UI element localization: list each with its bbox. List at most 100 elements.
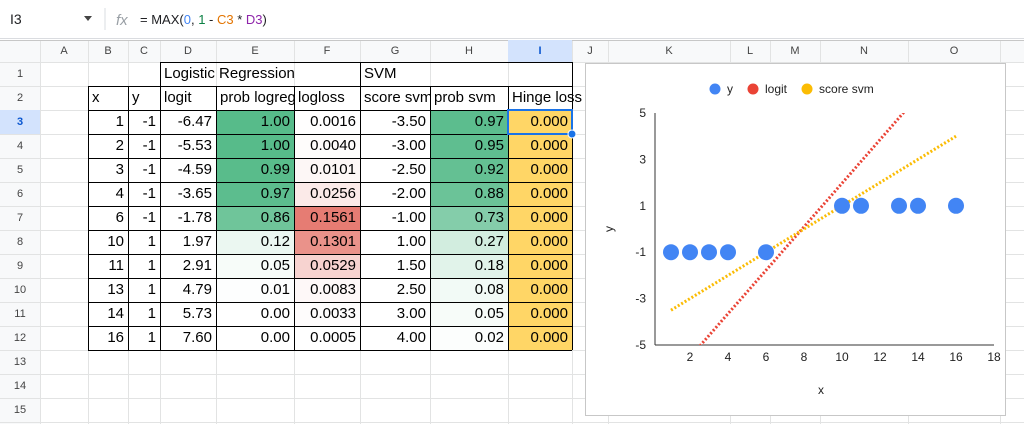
table-cell[interactable]: 0.1561 bbox=[294, 206, 360, 230]
table-cell[interactable]: -6.47 bbox=[177, 113, 212, 130]
column-title[interactable]: score svm bbox=[364, 89, 430, 106]
table-cell[interactable]: 0.000 bbox=[508, 134, 572, 158]
column-header[interactable]: O bbox=[949, 45, 959, 57]
table-cell[interactable]: 1 bbox=[147, 281, 156, 298]
column-header[interactable]: G bbox=[390, 45, 400, 57]
column-header[interactable]: D bbox=[184, 45, 192, 57]
table-cell[interactable]: 1.00 bbox=[396, 233, 426, 250]
column-header[interactable]: M bbox=[790, 45, 800, 57]
row-header[interactable]: 13 bbox=[13, 356, 27, 368]
table-cell[interactable]: -1 bbox=[142, 113, 156, 130]
column-header[interactable]: A bbox=[60, 45, 68, 57]
table-cell[interactable]: 0.00 bbox=[216, 326, 294, 350]
row-header[interactable]: 15 bbox=[13, 404, 27, 416]
table-cell[interactable]: 0.000 bbox=[508, 158, 572, 182]
table-cell[interactable]: 0.88 bbox=[430, 182, 508, 206]
table-cell[interactable]: 0.000 bbox=[508, 278, 572, 302]
column-title[interactable]: prob logreg bbox=[220, 89, 294, 106]
table-cell[interactable]: 0.000 bbox=[508, 230, 572, 254]
table-cell[interactable]: 0.18 bbox=[430, 254, 508, 278]
table-cell[interactable]: 1 bbox=[115, 113, 124, 130]
table-cell[interactable]: 0.86 bbox=[216, 206, 294, 230]
table-cell[interactable]: 1.00 bbox=[216, 110, 294, 134]
table-cell[interactable]: 0.92 bbox=[430, 158, 508, 182]
table-cell[interactable]: 0.01 bbox=[216, 278, 294, 302]
column-header[interactable]: N bbox=[860, 45, 868, 57]
table-cell[interactable]: 0.0101 bbox=[294, 158, 360, 182]
table-cell[interactable]: 4.79 bbox=[182, 281, 212, 298]
table-cell[interactable]: 0.02 bbox=[430, 326, 508, 350]
table-cell[interactable]: 0.73 bbox=[430, 206, 508, 230]
table-cell[interactable]: 1.97 bbox=[182, 233, 212, 250]
table-cell[interactable]: 0.000 bbox=[508, 302, 572, 326]
table-cell[interactable]: 1.50 bbox=[396, 257, 426, 274]
table-cell[interactable]: 0.97 bbox=[216, 182, 294, 206]
table-cell[interactable]: -2.50 bbox=[391, 161, 426, 178]
table-cell[interactable]: -1 bbox=[142, 161, 156, 178]
table-cell[interactable]: 1 bbox=[147, 329, 156, 346]
row-header[interactable]: 10 bbox=[13, 284, 27, 296]
table-cell[interactable]: 11 bbox=[108, 257, 124, 274]
table-cell[interactable]: 10 bbox=[107, 233, 124, 250]
table-cell[interactable]: 0.99 bbox=[216, 158, 294, 182]
table-cell[interactable]: 16 bbox=[107, 329, 124, 346]
row-header[interactable]: 3 bbox=[0, 110, 40, 134]
column-header[interactable]: J bbox=[587, 45, 593, 57]
table-cell[interactable]: 0.0005 bbox=[294, 326, 360, 350]
table-cell[interactable]: 13 bbox=[107, 281, 124, 298]
table-cell[interactable]: 0.0033 bbox=[294, 302, 360, 326]
table-cell[interactable]: 0.12 bbox=[216, 230, 294, 254]
table-cell[interactable]: 14 bbox=[107, 305, 124, 322]
group-header[interactable]: SVM bbox=[364, 65, 397, 82]
column-title[interactable]: prob svm bbox=[434, 89, 496, 106]
table-cell[interactable]: 1 bbox=[147, 233, 156, 250]
table-cell[interactable]: 0.1301 bbox=[294, 230, 360, 254]
column-header[interactable]: C bbox=[140, 45, 148, 57]
table-cell[interactable]: 0.05 bbox=[216, 254, 294, 278]
table-cell[interactable]: -2.00 bbox=[391, 185, 426, 202]
row-header[interactable]: 8 bbox=[16, 236, 24, 248]
row-header[interactable]: 11 bbox=[14, 308, 26, 320]
table-cell[interactable]: 0.0083 bbox=[294, 278, 360, 302]
table-cell[interactable]: 0.000 bbox=[508, 206, 572, 230]
table-cell[interactable]: -1 bbox=[142, 137, 156, 154]
table-cell[interactable]: 0.08 bbox=[430, 278, 508, 302]
table-cell[interactable]: 2.91 bbox=[182, 257, 212, 274]
column-title[interactable]: x bbox=[92, 89, 100, 106]
table-cell[interactable]: 2 bbox=[115, 137, 124, 154]
table-cell[interactable]: 0.000 bbox=[508, 326, 572, 350]
table-cell[interactable]: 1.00 bbox=[216, 134, 294, 158]
table-cell[interactable]: -1.78 bbox=[177, 209, 212, 226]
row-header[interactable]: 5 bbox=[16, 164, 24, 176]
table-cell[interactable]: 0.27 bbox=[430, 230, 508, 254]
table-cell[interactable]: 0.000 bbox=[508, 182, 572, 206]
table-cell[interactable]: -4.59 bbox=[177, 161, 212, 178]
table-cell[interactable]: -3.50 bbox=[391, 113, 426, 130]
table-cell[interactable]: 0.05 bbox=[430, 302, 508, 326]
table-cell[interactable]: 0.95 bbox=[430, 134, 508, 158]
table-cell[interactable]: -3.00 bbox=[391, 137, 426, 154]
row-header[interactable]: 4 bbox=[16, 140, 24, 152]
table-cell[interactable]: -5.53 bbox=[177, 137, 212, 154]
table-cell[interactable]: 5.73 bbox=[182, 305, 212, 322]
column-header[interactable]: I bbox=[508, 40, 572, 62]
row-header[interactable]: 1 bbox=[16, 68, 24, 80]
table-cell[interactable]: -1.00 bbox=[391, 209, 426, 226]
column-title[interactable]: Hinge loss bbox=[512, 89, 583, 106]
table-cell[interactable]: 0.000 bbox=[508, 110, 572, 134]
table-cell[interactable]: 3.00 bbox=[396, 305, 426, 322]
table-cell[interactable]: 0.0529 bbox=[294, 254, 360, 278]
table-cell[interactable]: -1 bbox=[142, 185, 156, 202]
table-cell[interactable]: 4.00 bbox=[396, 329, 426, 346]
column-header[interactable]: E bbox=[251, 45, 259, 57]
name-box[interactable]: I3 bbox=[10, 11, 22, 27]
table-cell[interactable]: 0.00 bbox=[216, 302, 294, 326]
table-cell[interactable]: 1 bbox=[147, 257, 156, 274]
table-cell[interactable]: 3 bbox=[115, 161, 124, 178]
table-cell[interactable]: 6 bbox=[115, 209, 124, 226]
table-cell[interactable]: 1 bbox=[147, 305, 156, 322]
column-header[interactable]: F bbox=[323, 45, 331, 57]
row-header[interactable]: 7 bbox=[16, 212, 24, 224]
column-header[interactable]: L bbox=[746, 45, 754, 57]
column-header[interactable]: H bbox=[465, 45, 473, 57]
